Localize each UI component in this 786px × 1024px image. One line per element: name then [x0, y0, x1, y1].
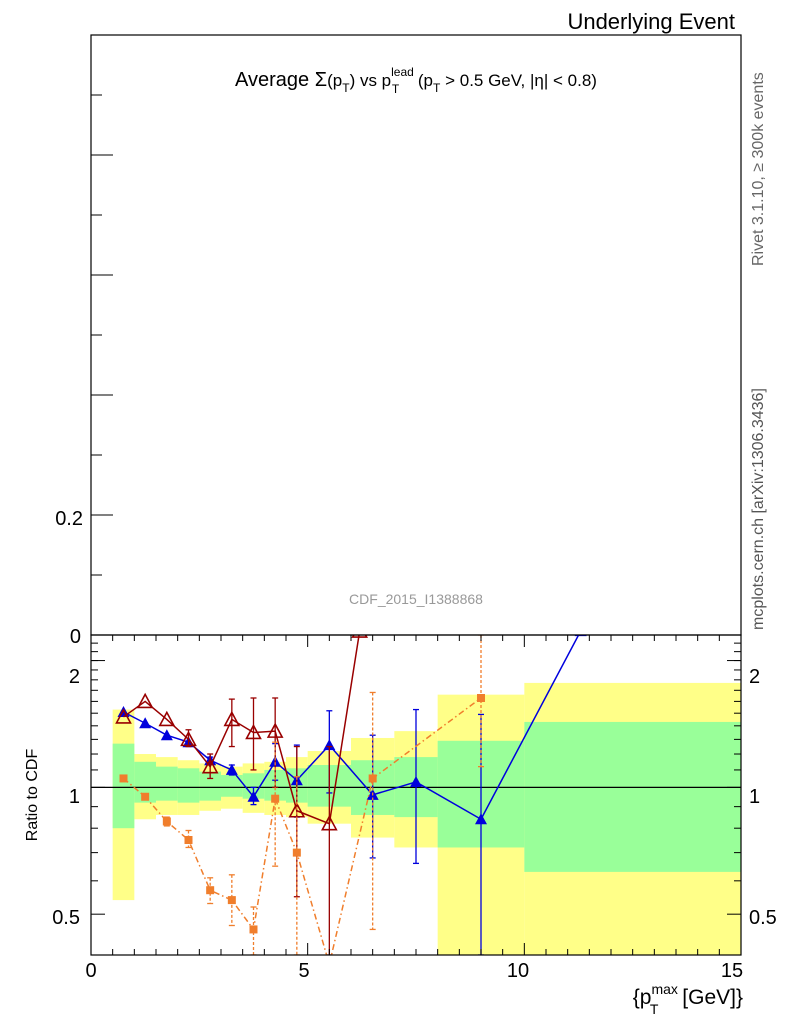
mc-series — [115, 635, 587, 968]
series-1-point — [245, 723, 262, 740]
green-band-4 — [199, 771, 221, 801]
green-band-3 — [177, 768, 200, 803]
series-2-line — [123, 697, 482, 955]
main-ytick-label-0.2: 0.2 — [55, 508, 83, 530]
ratio-ytick-right-1: 1 — [749, 786, 760, 808]
series-2-point — [227, 896, 236, 905]
ratio-ytick-right-0.5: 0.5 — [749, 907, 777, 929]
xtick-10: 10 — [507, 960, 529, 982]
green-band-5 — [221, 774, 243, 797]
series-2-point — [119, 774, 128, 783]
series-2-point — [141, 792, 150, 801]
x-ticks — [90, 635, 742, 955]
series-1-point — [180, 730, 197, 747]
ratio-ytick-0.5: 0.5 — [52, 907, 80, 929]
green-band-13 — [524, 721, 741, 872]
xtick-15: 15 — [721, 960, 743, 982]
series-2-point — [292, 848, 301, 857]
series-1-point — [201, 757, 219, 774]
ratio-ticks — [91, 642, 741, 956]
ratio-ytick-2: 2 — [69, 666, 80, 688]
green-band-2 — [156, 766, 178, 801]
xtick-5: 5 — [298, 960, 309, 982]
green-band-1 — [134, 761, 156, 803]
analysis-id: CDF_2015_I1388868 — [349, 591, 483, 607]
series-0-point — [160, 729, 173, 741]
main-y-ticks — [91, 34, 113, 636]
ratio-ylabel: Ratio to CDF — [24, 749, 41, 842]
ratio-ytick-1: 1 — [69, 786, 80, 808]
series-0-point — [475, 813, 487, 825]
series-1-point — [223, 710, 241, 727]
rivet-label: Rivet 3.1.10, ≥ 300k events — [750, 72, 767, 266]
green-band-6 — [242, 773, 265, 799]
main-frame — [90, 34, 742, 636]
series-1-point — [136, 692, 154, 709]
series-0-point — [225, 763, 238, 775]
series-2-point — [325, 960, 333, 968]
xtick-0: 0 — [85, 960, 96, 982]
main-ytick-label-0: 0 — [70, 626, 81, 648]
series-0-point — [139, 717, 152, 729]
series-2-point — [368, 774, 377, 783]
main-panel: 0.2 0 Average Σ(pT) vs plead T (pT > 0.5 … — [55, 34, 742, 648]
series-0-point — [247, 790, 260, 802]
series-1-point — [320, 814, 338, 831]
plot-title: Average Σ(pT) vs plead T (pT > 0.5 GeV, |… — [235, 65, 597, 96]
series-2-point — [477, 693, 485, 702]
experiment-label: Underlying Event — [567, 9, 735, 34]
series-1-point — [266, 722, 284, 738]
series-1-point — [115, 708, 132, 724]
series-0-point — [323, 739, 336, 751]
series-2-point — [162, 817, 171, 826]
x-axis-label: {pmax T [GeV]} — [633, 981, 743, 1017]
mcplots-label: mcplots.cern.ch [arXiv:1306.3436] — [750, 388, 767, 630]
series-2-point — [271, 794, 280, 803]
uncertainty-bands — [112, 682, 741, 955]
series-1-point — [351, 635, 369, 638]
series-1-point — [158, 710, 176, 727]
series-0-point — [410, 775, 422, 787]
series-2-point — [249, 925, 258, 934]
series-2-point — [206, 886, 215, 895]
series-2-point — [184, 836, 193, 845]
green-band-0 — [112, 743, 135, 829]
ratio-ytick-right-2: 2 — [749, 666, 760, 688]
ratio-panel: 2 1 0.5 2 1 0.5 Ratio to CDF 0 5 10 15 {… — [24, 634, 777, 1017]
